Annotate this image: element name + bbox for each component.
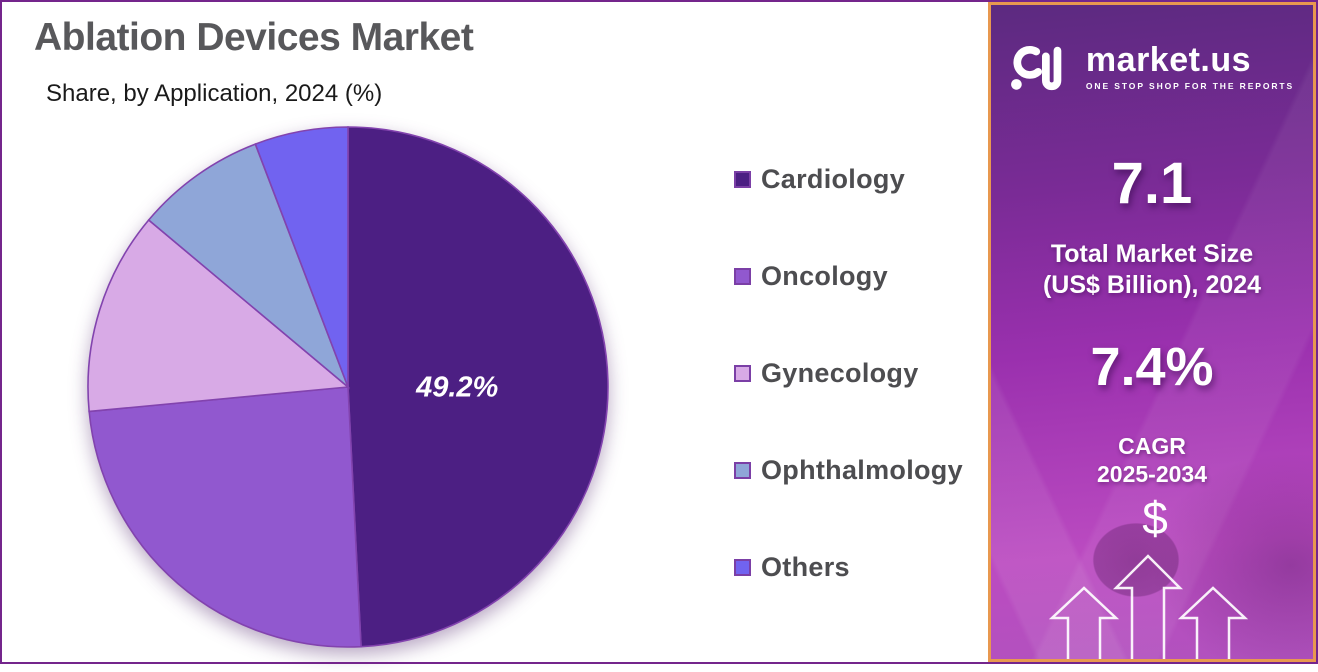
pie-slice-others	[254, 126, 349, 388]
legend-label: Oncology	[761, 260, 888, 291]
legend-label: Cardiology	[761, 163, 906, 194]
brand-text: market.us ONE STOP SHOP FOR THE REPORTS	[1086, 43, 1294, 91]
market-size-value: 7.1	[1111, 151, 1193, 216]
brand-logo: market.us ONE STOP SHOP FOR THE REPORTS	[1010, 39, 1294, 95]
legend-item-ophthalmology: Ophthalmology	[734, 455, 963, 485]
legend-swatch	[734, 461, 751, 479]
dollar-icon: $	[1142, 492, 1168, 544]
cagr-label: CAGR 2025-2034	[1097, 432, 1207, 490]
market-us-logo-icon	[1011, 46, 1062, 91]
pie-slice-cardiology	[347, 126, 609, 648]
brand-name: market.us	[1085, 41, 1252, 79]
pie-chart: 49.2%	[87, 126, 609, 648]
legend-item-gynecology: Gynecology	[734, 358, 963, 388]
cagr-label-line1: CAGR	[1118, 432, 1186, 459]
market-size-label-line2: (US$ Billion), 2024	[1042, 271, 1262, 300]
growth-arrow-icon	[1112, 554, 1184, 659]
growth-arrow-icon	[1048, 586, 1120, 659]
market-size-label-line1: Total Market Size	[1050, 240, 1254, 268]
page-title: Ablation Devices Market	[34, 16, 474, 59]
brand-tagline: ONE STOP SHOP FOR THE REPORTS	[1085, 81, 1295, 91]
pie-slice-oncology	[88, 386, 362, 648]
pie-slice-ophthalmology	[147, 143, 350, 390]
legend-label: Ophthalmology	[761, 454, 963, 485]
pie-slice-label: 49.2%	[415, 371, 498, 403]
cagr-label-line2: 2025-2034	[1097, 461, 1207, 488]
side-panel: market.us ONE STOP SHOP FOR THE REPORTS …	[988, 2, 1316, 662]
market-size-label: Total Market Size (US$ Billion), 2024	[1043, 239, 1261, 302]
chart-legend: Cardiology Oncology Gynecology Ophthalmolog…	[734, 164, 963, 649]
legend-item-cardiology: Cardiology	[734, 164, 963, 194]
legend-item-others: Others	[734, 552, 963, 582]
chart-subtitle: Share, by Application, 2024 (%)	[46, 80, 383, 107]
growth-arrow-icon	[1177, 586, 1249, 659]
legend-label: Others	[761, 551, 850, 582]
legend-swatch	[734, 267, 751, 285]
legend-item-oncology: Oncology	[734, 261, 963, 291]
legend-swatch	[734, 170, 751, 188]
pie-slice-gynecology	[87, 218, 350, 413]
growth-arrows-graphic: $	[1048, 492, 1249, 659]
legend-swatch	[734, 558, 751, 576]
legend-label: Gynecology	[761, 357, 919, 388]
legend-swatch	[734, 364, 751, 382]
cagr-value: 7.4%	[1090, 336, 1214, 397]
